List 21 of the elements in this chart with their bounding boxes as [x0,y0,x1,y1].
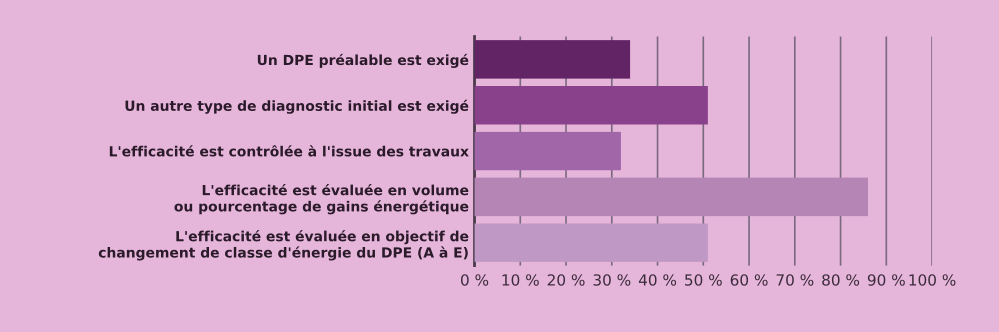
x-tick-label: 50 % [685,274,722,286]
x-tick-label: 10 % [502,274,539,286]
y-tick-label: Un DPE préalable est exigé [258,54,468,68]
y-tick-label: Un autre type de diagnostic initial est exigé [126,100,468,114]
bar [474,86,708,124]
bar [474,178,868,216]
x-tick-label: 100 % [909,274,956,286]
y-tick-label: L'efficacité est évaluée en volume ou pourcentage de gains énergétique [174,184,468,214]
bar [474,223,708,262]
x-tick-label: 80 % [822,274,860,286]
x-tick-label: 60 % [730,274,768,286]
x-tick-label: 20 % [548,274,585,286]
x-tick-label: 70 % [776,274,814,286]
x-tick-label: 90 % [868,274,905,286]
y-tick-label: L'efficacité est évaluée en objectif de changement de classe d'énergie du DPE (A à E) [98,230,468,261]
x-tick-label: 0 % [460,274,488,286]
y-tick-label: L'efficacité est contrôlée à l'issue des travaux [110,145,469,157]
x-tick-label: 40 % [638,274,676,286]
x-tick-label: 30 % [594,274,630,286]
bar [474,40,630,79]
bar [474,132,621,170]
